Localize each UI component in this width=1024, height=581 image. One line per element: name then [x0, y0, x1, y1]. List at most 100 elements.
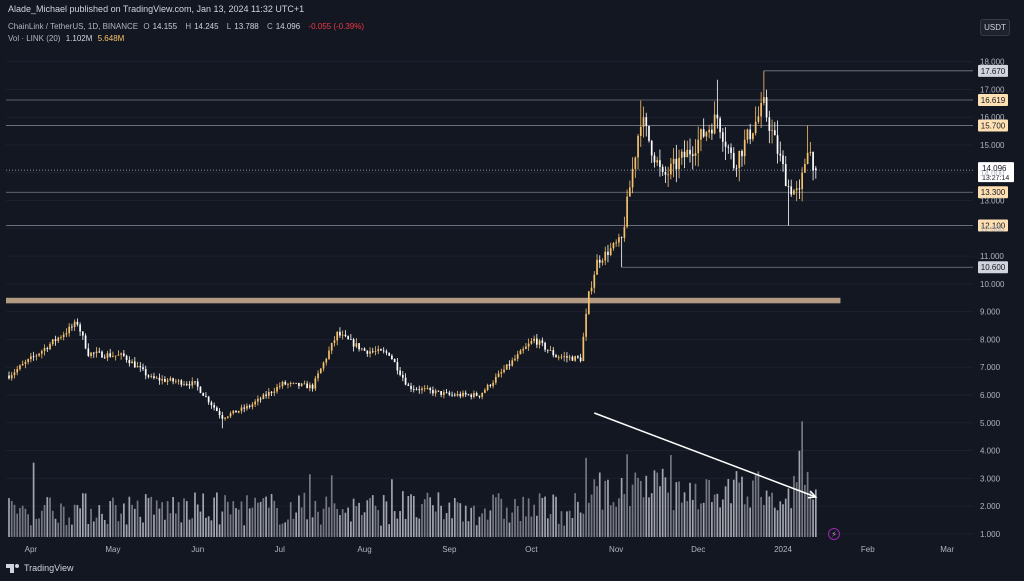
candle-body: [393, 358, 396, 363]
candle-body: [549, 350, 552, 351]
volume-bar: [798, 450, 801, 537]
volume-bar: [560, 511, 563, 537]
candle-body: [596, 259, 598, 275]
time-tick-label: Feb: [861, 545, 875, 554]
candle-body: [309, 384, 311, 389]
volume-bar: [363, 512, 366, 537]
high-value: 14.245: [194, 22, 219, 31]
level-label: 12.100: [981, 222, 1006, 231]
candle-body: [350, 339, 352, 340]
volume-bar: [691, 499, 694, 537]
volume-bar: [453, 498, 456, 537]
candle-body: [21, 363, 24, 366]
candle-body: [423, 388, 426, 390]
volume-bar: [19, 508, 21, 537]
volume-bar: [732, 479, 735, 537]
volume-bar: [486, 519, 489, 537]
brand-text: TradingView: [24, 563, 74, 573]
volume-bar: [125, 524, 128, 537]
symbol-title[interactable]: ChainLink / TetherUS, 1D, BINANCE: [8, 22, 139, 31]
volume-bar: [440, 505, 442, 537]
candle-body: [352, 339, 355, 347]
volume-label[interactable]: Vol · LINK (20): [8, 34, 61, 43]
volume-bar: [609, 505, 612, 537]
volume-bar: [43, 504, 46, 537]
candle-body: [330, 342, 333, 351]
candle-body: [267, 391, 270, 396]
level-label-bg: [978, 186, 1008, 199]
candle-body: [754, 121, 757, 134]
volume-bar: [65, 525, 68, 537]
volume-bar: [235, 508, 237, 537]
candle-body: [388, 352, 391, 356]
candle-body: [174, 381, 177, 383]
candle-body: [336, 331, 339, 341]
volume-bar: [46, 497, 49, 537]
tradingview-logo[interactable]: TradingView: [6, 563, 74, 573]
volume-bar: [341, 509, 344, 537]
lightning-icon[interactable]: ⚡: [828, 528, 840, 540]
support-zone-layer: [6, 297, 841, 304]
candle-body: [628, 187, 631, 197]
candle-body: [538, 340, 541, 345]
candle-body: [514, 358, 516, 361]
currency-button[interactable]: USDT: [980, 19, 1010, 36]
volume-bar: [415, 517, 418, 537]
volume-bar: [169, 513, 172, 537]
candle-body: [131, 361, 133, 364]
time-tick-label: Dec: [691, 545, 705, 554]
volume-ma-value: 5.648M: [97, 34, 125, 43]
volume-bar: [527, 498, 530, 537]
volume-bar: [144, 494, 147, 537]
volume-bar: [109, 501, 112, 537]
volume-bar: [451, 518, 453, 537]
volume-bar: [514, 499, 516, 537]
volume-bar: [667, 492, 669, 537]
candle-body: [196, 381, 199, 387]
candle-body: [653, 155, 656, 163]
candle-body: [445, 392, 448, 394]
volume-bar: [49, 497, 51, 537]
volume-bar: [322, 508, 325, 537]
candle-body: [120, 353, 122, 355]
price-tick-label: 8.000: [980, 335, 1001, 344]
candle-body: [429, 388, 432, 391]
volume-bar: [746, 496, 749, 537]
candle-body: [339, 331, 341, 336]
volume-bar: [779, 501, 782, 537]
candle-body: [407, 384, 410, 386]
price-tick-label: 5.000: [980, 419, 1001, 428]
volume-bar: [13, 504, 16, 537]
volume-bar: [360, 514, 363, 537]
volume-bar: [259, 501, 262, 537]
volume-bar: [743, 504, 746, 537]
candle-body: [760, 102, 762, 117]
candle-body: [686, 149, 689, 158]
candle-body: [412, 388, 415, 390]
volume-bar: [224, 495, 226, 537]
candle-body: [473, 393, 475, 397]
candle-body: [568, 356, 571, 358]
volume-bar: [10, 500, 13, 537]
candle-body: [484, 389, 486, 393]
candle-body: [276, 386, 278, 392]
volume-bar: [216, 492, 218, 537]
candle-body: [486, 384, 489, 390]
candle-body: [801, 172, 803, 190]
candle-body: [678, 157, 680, 170]
candle-body: [106, 353, 109, 358]
volume-bar: [352, 498, 355, 537]
candle-body: [306, 383, 308, 389]
candle-body: [434, 390, 437, 394]
volume-bar: [248, 508, 251, 537]
candle-body: [516, 354, 519, 359]
volume-bar: [814, 489, 817, 537]
volume-bar: [8, 498, 10, 537]
volume-bar: [804, 484, 806, 537]
candle-body: [226, 416, 229, 418]
volume-bar: [555, 496, 557, 537]
candle-body: [571, 356, 574, 361]
volume-bar: [683, 492, 686, 537]
candle-body: [574, 356, 576, 361]
